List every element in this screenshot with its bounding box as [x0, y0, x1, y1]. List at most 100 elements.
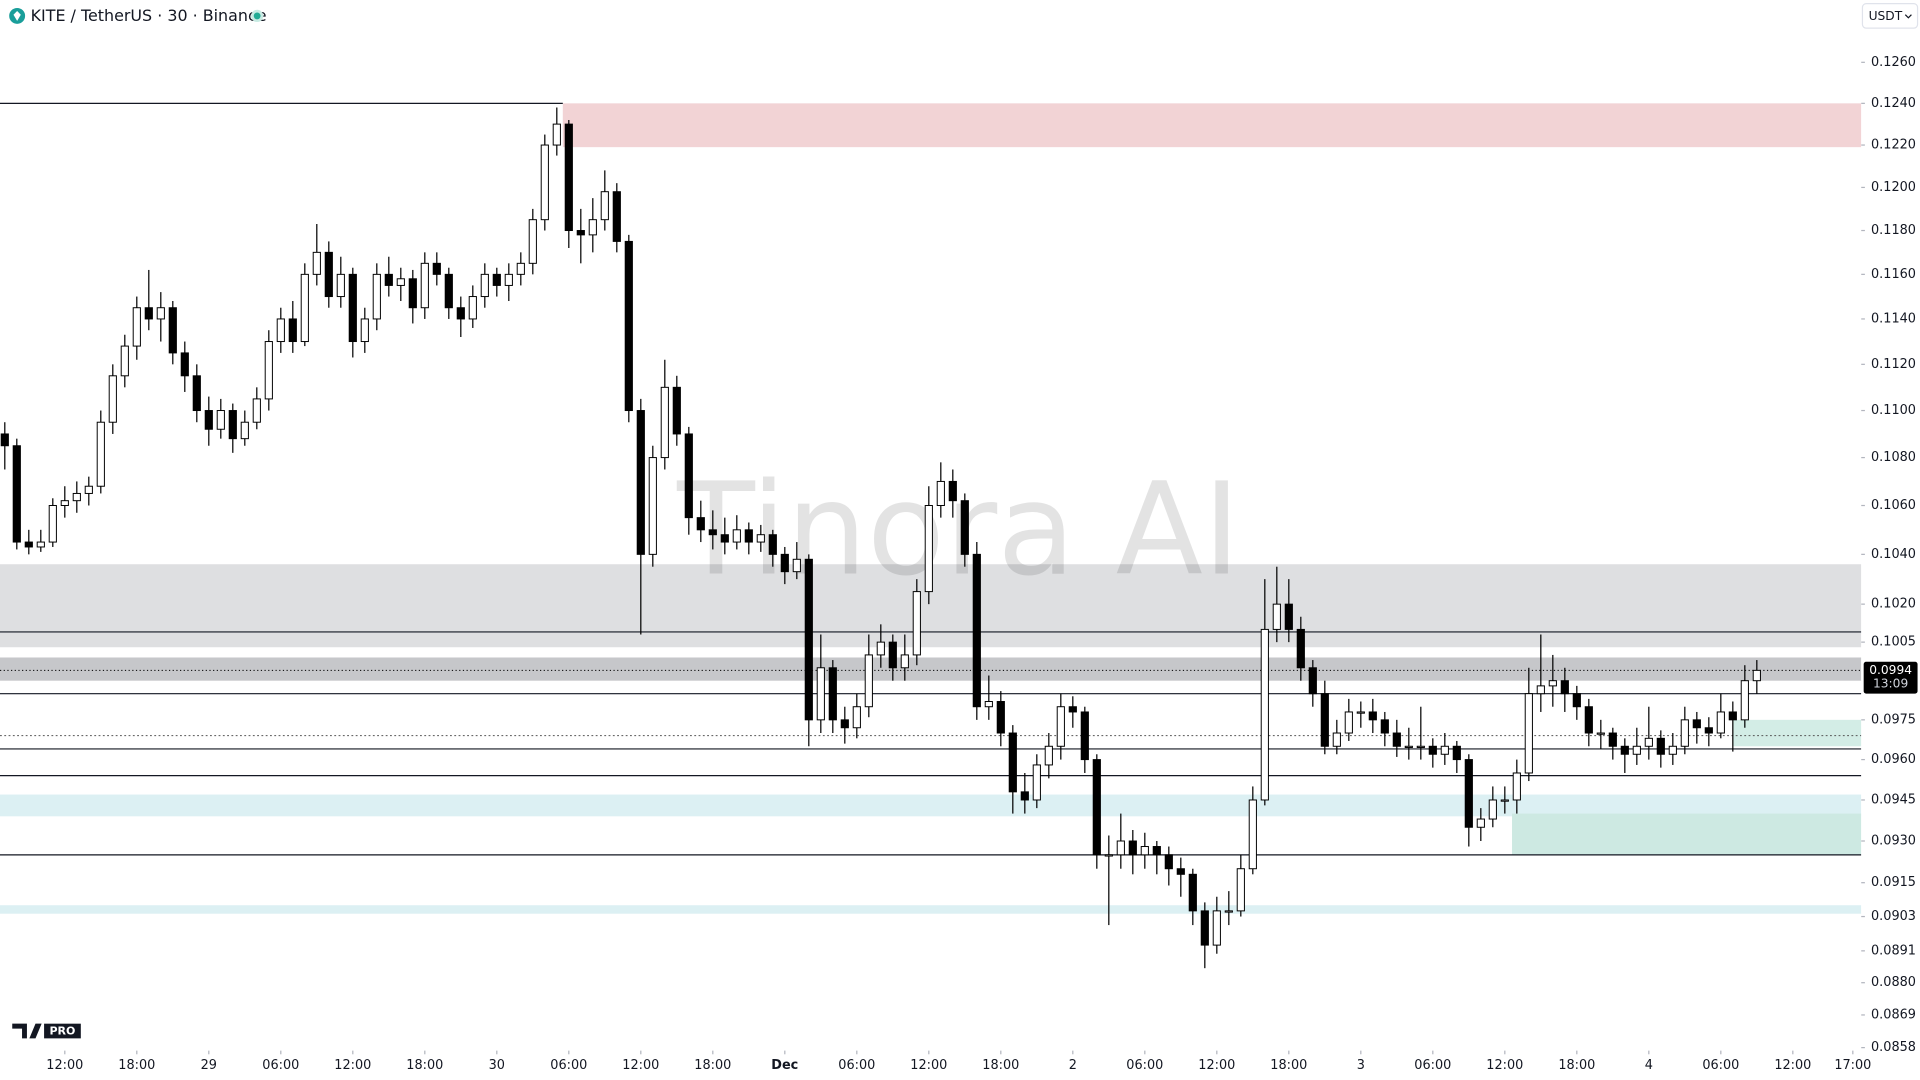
candle-body: [1380, 719, 1389, 734]
x-tick-label: 29: [201, 1058, 217, 1073]
candle-body: [912, 591, 921, 656]
symbol-header[interactable]: KITE / TetherUS · 30 · Binance: [9, 6, 267, 25]
x-tick-label: 3: [1357, 1058, 1365, 1073]
candle-body: [1392, 732, 1401, 747]
candle-body: [684, 433, 693, 519]
candle-body: [1524, 693, 1533, 774]
currency-button[interactable]: USDT: [1861, 3, 1919, 29]
x-tick-label: 12:00: [1486, 1058, 1523, 1073]
candle-body: [1584, 706, 1593, 734]
candle-body: [1140, 846, 1149, 856]
candle-body: [1188, 873, 1197, 912]
x-tick-label: 12:00: [1198, 1058, 1235, 1073]
y-tick-label: 0.1080: [1871, 450, 1916, 465]
y-tick-label: 0.0975: [1871, 712, 1916, 727]
candle-body: [828, 667, 837, 721]
y-tick-label: 0.0869: [1871, 1007, 1916, 1022]
candle-body: [1512, 772, 1521, 801]
candle-body: [1668, 745, 1677, 755]
candle-body: [564, 123, 573, 232]
candle-body: [24, 541, 33, 548]
candle-body: [192, 375, 201, 412]
y-tick-label: 0.1120: [1871, 357, 1916, 372]
candle-body: [480, 273, 489, 298]
candle-body: [540, 144, 549, 221]
candle-body: [408, 278, 417, 309]
candle-body: [624, 240, 633, 412]
y-tick-label: 0.1160: [1871, 267, 1916, 282]
x-tick-label: 18:00: [982, 1058, 1019, 1073]
candle-body: [948, 480, 957, 502]
candle-body: [852, 706, 861, 729]
y-tick-label: 0.1100: [1871, 403, 1916, 418]
candle-body: [120, 345, 129, 377]
candle-body: [1248, 799, 1257, 870]
candle-body: [1548, 680, 1557, 687]
candle-body: [1056, 706, 1065, 747]
candle-body: [1308, 667, 1317, 695]
x-tick-label: 12:00: [1774, 1058, 1811, 1073]
candle-body: [1332, 732, 1341, 747]
candle-body: [1488, 799, 1497, 820]
x-tick-label: 30: [489, 1058, 505, 1073]
x-tick-label: 12:00: [622, 1058, 659, 1073]
candle-body: [300, 273, 309, 343]
candle-body: [132, 307, 141, 347]
candle-body: [1032, 764, 1041, 801]
zone: [562, 103, 1862, 148]
candle-body: [1452, 745, 1461, 761]
tv-logo[interactable]: PRO: [12, 1023, 81, 1039]
y-tick-label: 0.1140: [1871, 311, 1916, 326]
candle-body: [216, 410, 225, 430]
candle-body: [1128, 840, 1137, 856]
candle-body: [576, 230, 585, 236]
zone: [1732, 719, 1862, 747]
y-tick-label: 0.0858: [1871, 1040, 1916, 1055]
candle-body: [888, 641, 897, 669]
y-tick-label: 0.1260: [1871, 55, 1916, 70]
x-tick-label: Dec: [771, 1058, 798, 1073]
price-axis-bg: [1861, 29, 1920, 1051]
candle-body: [84, 485, 93, 494]
currency-label: USDT: [1869, 9, 1903, 23]
candle-body: [324, 251, 333, 298]
candle-body: [1296, 628, 1305, 669]
zone: [1512, 813, 1862, 855]
x-tick-label: 12:00: [46, 1058, 83, 1073]
candle-body: [1200, 910, 1209, 946]
last-price-box: [1863, 661, 1918, 694]
y-tick-label: 0.0930: [1871, 834, 1916, 849]
candle-body: [108, 375, 117, 423]
candle-body: [492, 273, 501, 286]
candle-body: [1212, 910, 1221, 946]
candle-body: [468, 296, 477, 320]
candle-body: [396, 278, 405, 286]
y-tick-label: 0.1220: [1871, 138, 1916, 153]
candle-body: [636, 410, 645, 555]
candle-body: [204, 410, 213, 430]
candle-body: [420, 262, 429, 309]
dropdown-caret: [1904, 14, 1912, 19]
y-tick-label: 0.0915: [1871, 875, 1916, 890]
candle-body: [1716, 711, 1725, 734]
candle-body: [984, 701, 993, 708]
candle-body: [1008, 732, 1017, 793]
candle-body: [780, 553, 789, 573]
candle-body: [816, 667, 825, 721]
drawings: [0, 102, 1862, 856]
candle-body: [528, 219, 537, 264]
candle-body: [1152, 846, 1161, 856]
y-tick-label: 0.1060: [1871, 498, 1916, 513]
candle-body: [264, 341, 273, 400]
y-tick-label: 0.1005: [1871, 635, 1916, 650]
candle-body: [1596, 732, 1605, 735]
candle-body: [516, 262, 525, 275]
candle-body: [180, 352, 189, 377]
zone: [0, 905, 1862, 914]
candle-body: [960, 500, 969, 555]
candle-body: [1164, 854, 1173, 870]
candle-body: [1572, 693, 1581, 708]
candle-body: [876, 641, 885, 656]
candle-body: [768, 534, 777, 555]
